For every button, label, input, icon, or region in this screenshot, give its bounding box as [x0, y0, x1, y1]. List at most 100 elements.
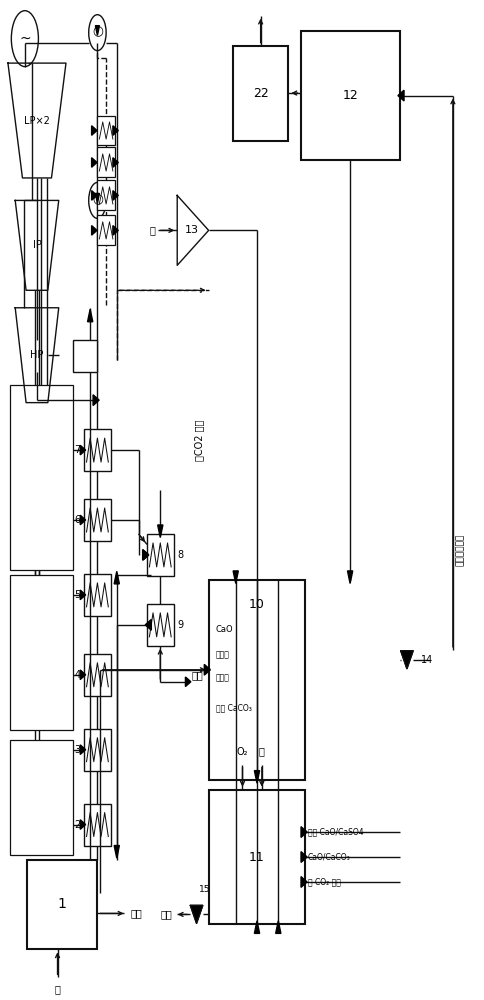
- Polygon shape: [80, 745, 86, 754]
- Polygon shape: [8, 63, 66, 178]
- Polygon shape: [142, 550, 149, 560]
- Text: CaO/CaCO₃: CaO/CaCO₃: [307, 853, 350, 862]
- Bar: [84, 804, 110, 846]
- Text: 11: 11: [249, 851, 264, 864]
- Polygon shape: [301, 877, 306, 887]
- Polygon shape: [15, 308, 59, 403]
- Bar: [84, 574, 110, 616]
- Text: 煤: 煤: [258, 747, 264, 757]
- Polygon shape: [254, 771, 259, 783]
- Text: 3: 3: [74, 745, 80, 755]
- Polygon shape: [254, 921, 259, 933]
- Text: 富CO2 烟气: 富CO2 烟气: [194, 419, 204, 461]
- Text: LP×2: LP×2: [24, 116, 50, 126]
- Bar: [97, 116, 115, 145]
- Polygon shape: [185, 677, 191, 687]
- Polygon shape: [91, 126, 97, 135]
- Polygon shape: [91, 158, 97, 167]
- Polygon shape: [400, 651, 412, 669]
- Bar: [27, 859, 97, 949]
- Polygon shape: [91, 191, 97, 200]
- Polygon shape: [114, 571, 119, 584]
- Bar: [10, 385, 73, 570]
- Polygon shape: [95, 193, 99, 203]
- Text: 灰渣: 灰渣: [130, 908, 142, 918]
- Text: ○: ○: [92, 25, 103, 38]
- Text: 10: 10: [249, 598, 264, 611]
- Polygon shape: [301, 827, 306, 837]
- Polygon shape: [275, 921, 280, 933]
- Text: 碳化炉放热量: 碳化炉放热量: [454, 534, 464, 566]
- Text: IP: IP: [32, 240, 41, 250]
- Text: 新鲜 CaCO₃: 新鲜 CaCO₃: [215, 703, 251, 712]
- Bar: [208, 790, 305, 924]
- Text: ~: ~: [19, 32, 30, 46]
- Polygon shape: [233, 571, 238, 583]
- Text: 排出 CaO/CaSO4: 排出 CaO/CaSO4: [307, 828, 363, 837]
- Bar: [300, 31, 399, 160]
- Text: 8: 8: [177, 550, 183, 560]
- Bar: [147, 604, 173, 646]
- Polygon shape: [157, 525, 163, 538]
- Polygon shape: [190, 905, 202, 924]
- Text: 放热量: 放热量: [215, 673, 229, 682]
- Polygon shape: [347, 571, 352, 583]
- Text: ○: ○: [92, 193, 103, 206]
- Text: CaO: CaO: [215, 625, 233, 634]
- Text: 煤: 煤: [149, 225, 155, 235]
- Polygon shape: [204, 664, 210, 675]
- Polygon shape: [113, 226, 118, 235]
- Polygon shape: [177, 195, 208, 265]
- Text: 22: 22: [252, 87, 268, 100]
- Bar: [97, 215, 115, 245]
- Polygon shape: [114, 846, 119, 858]
- Text: 14: 14: [421, 655, 433, 665]
- Bar: [97, 147, 115, 177]
- Text: 富 CO₂ 烟气: 富 CO₂ 烟气: [307, 877, 340, 886]
- Polygon shape: [80, 515, 86, 525]
- Polygon shape: [397, 90, 403, 101]
- Bar: [10, 575, 73, 730]
- Text: 12: 12: [342, 89, 357, 102]
- Bar: [73, 340, 97, 372]
- Text: 7: 7: [74, 445, 80, 455]
- Text: 15: 15: [198, 885, 210, 894]
- Polygon shape: [80, 445, 86, 455]
- Bar: [10, 740, 73, 855]
- Text: 9: 9: [177, 620, 183, 630]
- Text: 碳化炉: 碳化炉: [215, 650, 229, 659]
- Polygon shape: [80, 820, 86, 829]
- Polygon shape: [143, 550, 148, 560]
- Text: 13: 13: [184, 225, 198, 235]
- Bar: [97, 180, 115, 210]
- Polygon shape: [80, 590, 86, 600]
- Text: 5: 5: [74, 590, 80, 600]
- Text: HP: HP: [30, 350, 44, 360]
- Polygon shape: [113, 158, 118, 167]
- Polygon shape: [143, 550, 148, 560]
- Bar: [84, 429, 110, 471]
- Bar: [84, 654, 110, 696]
- Text: 空气: 空气: [191, 670, 203, 680]
- Text: 4: 4: [74, 670, 80, 680]
- Bar: [208, 580, 305, 780]
- Polygon shape: [80, 670, 86, 680]
- Text: 1: 1: [58, 897, 67, 911]
- Polygon shape: [15, 200, 59, 290]
- Bar: [84, 729, 110, 771]
- Polygon shape: [301, 852, 306, 862]
- Polygon shape: [95, 26, 99, 35]
- Bar: [84, 499, 110, 541]
- Polygon shape: [113, 191, 118, 200]
- Polygon shape: [91, 226, 97, 235]
- Text: O₂: O₂: [236, 747, 248, 757]
- Polygon shape: [113, 126, 118, 135]
- Text: 煤: 煤: [55, 984, 60, 994]
- Bar: [147, 534, 173, 576]
- Bar: [232, 46, 288, 140]
- Text: 6: 6: [74, 515, 80, 525]
- Text: 2: 2: [74, 820, 80, 830]
- Polygon shape: [88, 309, 92, 322]
- Text: 灰渣: 灰渣: [160, 909, 172, 919]
- Polygon shape: [93, 395, 99, 406]
